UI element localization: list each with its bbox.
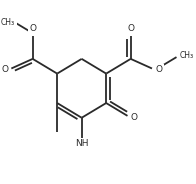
Text: O: O bbox=[1, 66, 8, 74]
Text: O: O bbox=[29, 24, 36, 33]
Text: CH₃: CH₃ bbox=[1, 18, 15, 27]
Text: O: O bbox=[127, 24, 134, 33]
Text: O: O bbox=[155, 66, 162, 74]
Text: NH: NH bbox=[75, 139, 88, 148]
Text: O: O bbox=[131, 113, 138, 122]
Text: CH₃: CH₃ bbox=[180, 51, 194, 60]
